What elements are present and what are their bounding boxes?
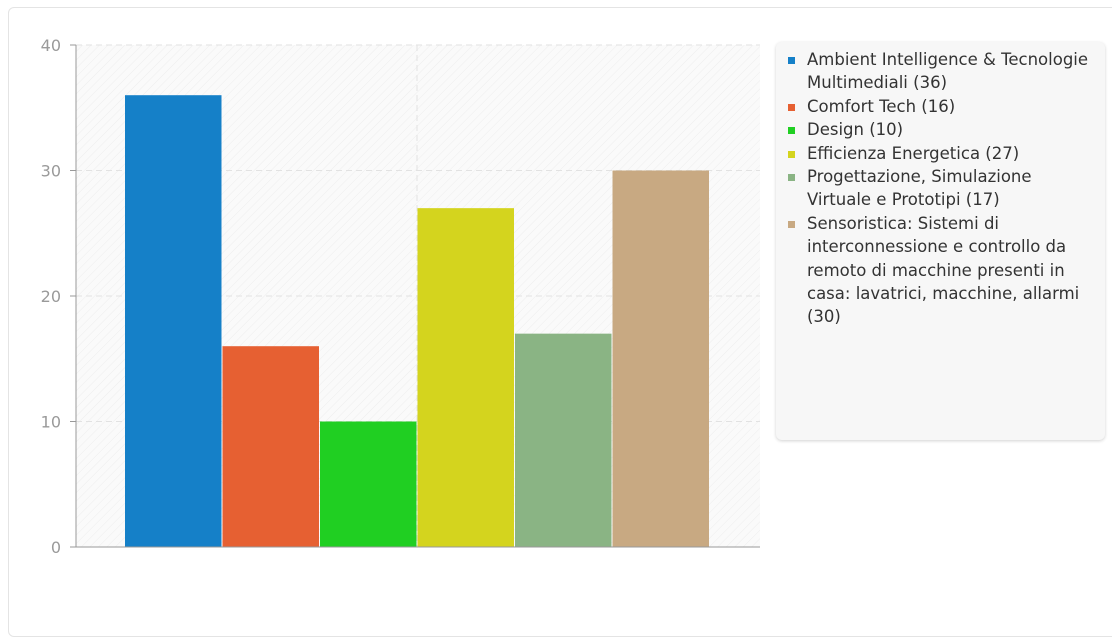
bar[interactable] <box>222 346 320 547</box>
legend-label: Progettazione, Simulazione Virtuale e Pr… <box>807 167 1032 210</box>
bar-chart: 0 10 20 30 40 <box>41 36 760 557</box>
bar[interactable] <box>612 170 710 548</box>
bar[interactable] <box>320 421 417 548</box>
legend-item[interactable]: Comfort Tech (16) <box>788 95 1097 118</box>
y-tick-label: 20 <box>41 287 61 306</box>
y-tick-label: 10 <box>41 413 61 432</box>
bar[interactable] <box>515 333 612 547</box>
y-tick-label: 30 <box>41 162 61 181</box>
legend: Ambient Intelligence & Tecnologie Multim… <box>776 42 1105 440</box>
legend-label: Ambient Intelligence & Tecnologie Multim… <box>807 50 1089 93</box>
legend-item[interactable]: Sensoristica: Sistemi di interconnession… <box>788 212 1097 329</box>
bars <box>125 95 709 547</box>
legend-label: Sensoristica: Sistemi di interconnession… <box>807 213 1080 327</box>
legend-swatch <box>788 150 795 158</box>
legend-item[interactable]: Design (10) <box>788 118 1097 141</box>
legend-item[interactable]: Efficienza Energetica (27) <box>788 142 1097 165</box>
legend-swatch <box>788 103 795 111</box>
y-tick-labels: 0 10 20 30 40 <box>41 36 61 557</box>
legend-label: Efficienza Energetica (27) <box>807 143 1020 163</box>
axes <box>75 45 760 548</box>
legend-swatch <box>788 174 795 182</box>
y-tick-label: 40 <box>41 36 61 55</box>
legend-label: Design (10) <box>807 120 904 140</box>
y-tick-label: 0 <box>51 538 61 557</box>
bar[interactable] <box>417 208 515 547</box>
bar[interactable] <box>125 95 222 547</box>
legend-item[interactable]: Ambient Intelligence & Tecnologie Multim… <box>788 48 1097 95</box>
legend-swatch <box>788 220 795 228</box>
legend-swatch <box>788 57 795 64</box>
legend-item[interactable]: Progettazione, Simulazione Virtuale e Pr… <box>788 165 1097 212</box>
legend-label: Comfort Tech (16) <box>807 96 956 116</box>
legend-swatch <box>788 127 795 135</box>
